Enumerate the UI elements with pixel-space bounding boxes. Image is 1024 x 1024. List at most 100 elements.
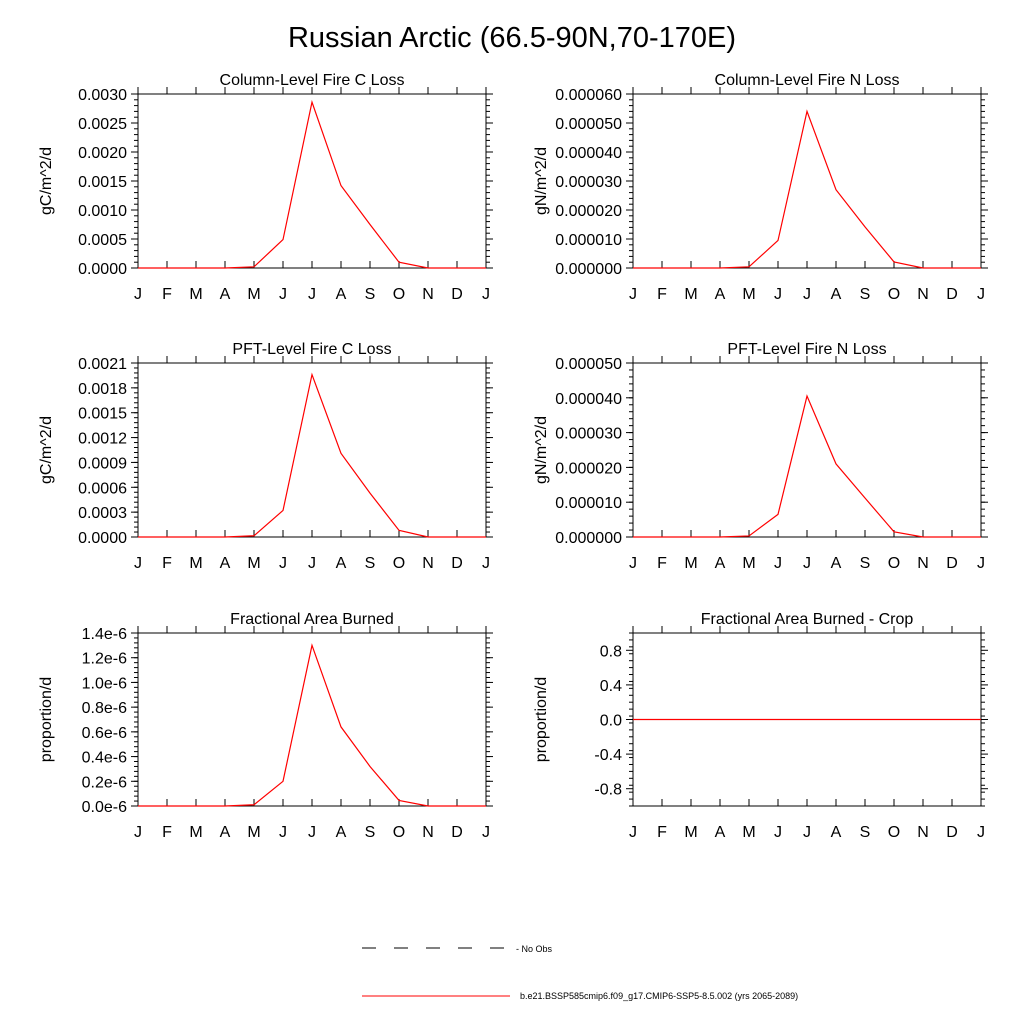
chart-title: PFT-Level Fire N Loss	[727, 341, 886, 358]
y-tick-label: 0.0000	[78, 530, 127, 547]
y-tick-label: 0.000020	[555, 203, 622, 220]
y-tick-label: 0.0012	[78, 431, 127, 448]
x-tick-label: N	[422, 286, 434, 303]
y-tick-label: 0.0009	[78, 455, 127, 472]
x-tick-label: S	[860, 824, 871, 841]
x-tick-label: A	[336, 286, 347, 303]
chart-title: Column-Level Fire C Loss	[220, 72, 405, 89]
x-tick-label: D	[946, 286, 958, 303]
x-tick-label: J	[308, 824, 316, 841]
plot-frame	[632, 362, 982, 538]
x-tick-label: O	[393, 555, 405, 572]
plot-frame	[137, 362, 487, 538]
x-tick-label: J	[629, 824, 637, 841]
x-tick-label: D	[946, 824, 958, 841]
series-line	[138, 643, 486, 807]
y-tick-label: 0.0015	[78, 174, 127, 191]
x-tick-label: D	[451, 286, 463, 303]
x-tick-label: S	[860, 555, 871, 572]
x-tick-label: J	[803, 555, 811, 572]
x-tick-label: S	[860, 286, 871, 303]
x-tick-label: J	[977, 555, 985, 572]
x-tick-label: S	[365, 555, 376, 572]
x-tick-label: N	[917, 824, 929, 841]
y-tick-label: -0.4	[594, 747, 622, 764]
y-tick-label: 0.0030	[78, 87, 127, 104]
y-tick-label: 1.0e-6	[82, 675, 127, 692]
x-tick-label: J	[482, 286, 490, 303]
chart-title: Fractional Area Burned	[230, 611, 394, 628]
x-tick-label: M	[189, 555, 202, 572]
x-tick-label: J	[803, 824, 811, 841]
y-tick-label: 0.0e-6	[82, 799, 127, 816]
series-line	[633, 394, 981, 538]
y-tick-label: 0.0000	[78, 261, 127, 278]
y-axis-label: proportion/d	[38, 677, 55, 762]
x-tick-label: O	[393, 824, 405, 841]
x-tick-label: M	[742, 824, 755, 841]
x-tick-label: F	[657, 824, 667, 841]
x-tick-label: N	[917, 555, 929, 572]
x-tick-label: J	[977, 286, 985, 303]
y-tick-label: 0.000030	[555, 174, 622, 191]
y-tick-label: 0.0025	[78, 116, 127, 133]
series-line	[138, 372, 486, 538]
x-tick-label: F	[162, 555, 172, 572]
y-tick-label: 0.000010	[555, 232, 622, 249]
y-tick-label: 0.0006	[78, 480, 127, 497]
y-tick-label: 1.2e-6	[82, 651, 127, 668]
y-tick-label: 0.000000	[555, 530, 622, 547]
x-tick-label: J	[279, 286, 287, 303]
y-tick-label: 1.4e-6	[82, 626, 127, 643]
x-tick-label: M	[189, 286, 202, 303]
x-tick-label: M	[742, 555, 755, 572]
x-tick-label: J	[482, 824, 490, 841]
x-tick-label: M	[189, 824, 202, 841]
y-tick-label: 0.000030	[555, 426, 622, 443]
y-tick-label: 0.0018	[78, 381, 127, 398]
y-axis-label: gC/m^2/d	[38, 147, 55, 215]
y-tick-label: 0.000020	[555, 460, 622, 477]
x-tick-label: J	[803, 286, 811, 303]
y-tick-label: 0.0005	[78, 232, 127, 249]
x-tick-label: N	[422, 824, 434, 841]
x-tick-label: F	[162, 824, 172, 841]
y-tick-label: 0.0021	[78, 356, 127, 373]
x-tick-label: A	[831, 824, 842, 841]
y-tick-label: 0.6e-6	[82, 725, 127, 742]
x-tick-label: D	[946, 555, 958, 572]
chart-panel-6: Fractional Area Burned - Crop proportion/…	[533, 611, 988, 841]
chart-title: PFT-Level Fire C Loss	[232, 341, 391, 358]
plot-frame	[632, 93, 982, 269]
x-tick-label: D	[451, 555, 463, 572]
y-axis-label: proportion/d	[533, 677, 550, 762]
y-tick-label: 0.2e-6	[82, 774, 127, 791]
x-tick-label: A	[715, 555, 726, 572]
x-tick-label: M	[684, 286, 697, 303]
x-tick-label: J	[774, 286, 782, 303]
x-tick-label: M	[742, 286, 755, 303]
x-tick-label: M	[247, 555, 260, 572]
x-tick-label: A	[831, 286, 842, 303]
x-tick-label: A	[715, 824, 726, 841]
x-tick-label: N	[917, 286, 929, 303]
x-tick-label: S	[365, 824, 376, 841]
x-tick-label: A	[336, 824, 347, 841]
x-tick-label: J	[308, 555, 316, 572]
y-axis-label: gN/m^2/d	[533, 416, 550, 484]
x-tick-label: M	[684, 555, 697, 572]
x-tick-label: J	[279, 555, 287, 572]
y-tick-label: 0.000000	[555, 261, 622, 278]
y-tick-label: 0.0020	[78, 145, 127, 162]
y-axis-label: gC/m^2/d	[38, 416, 55, 484]
x-tick-label: J	[482, 555, 490, 572]
chart-title: Column-Level Fire N Loss	[715, 72, 900, 89]
x-tick-label: A	[220, 286, 231, 303]
x-tick-label: J	[134, 824, 142, 841]
y-tick-label: 0.000050	[555, 356, 622, 373]
